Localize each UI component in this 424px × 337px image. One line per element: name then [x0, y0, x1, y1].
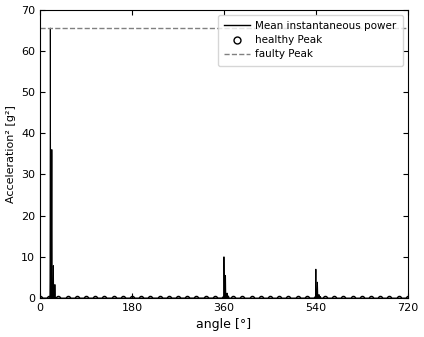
healthy Peak: [176, 296, 181, 300]
Mean instantaneous power: [107, 296, 112, 300]
healthy Peak: [139, 296, 144, 300]
Mean instantaneous power: [48, 26, 53, 30]
healthy Peak: [93, 296, 98, 300]
healthy Peak: [74, 296, 79, 300]
healthy Peak: [102, 296, 107, 300]
healthy Peak: [286, 296, 291, 300]
healthy Peak: [194, 296, 199, 300]
healthy Peak: [166, 296, 171, 300]
Mean instantaneous power: [405, 296, 410, 300]
healthy Peak: [129, 296, 134, 300]
healthy Peak: [38, 296, 43, 300]
healthy Peak: [350, 296, 355, 300]
healthy Peak: [231, 296, 236, 300]
healthy Peak: [313, 296, 318, 300]
healthy Peak: [268, 296, 273, 300]
healthy Peak: [65, 296, 70, 300]
healthy Peak: [203, 296, 208, 300]
X-axis label: angle [°]: angle [°]: [196, 318, 251, 332]
healthy Peak: [120, 296, 126, 300]
Mean instantaneous power: [194, 296, 199, 300]
healthy Peak: [332, 296, 337, 300]
Line: healthy Peak: healthy Peak: [38, 296, 410, 300]
healthy Peak: [84, 296, 89, 300]
healthy Peak: [240, 296, 245, 300]
healthy Peak: [184, 296, 190, 300]
healthy Peak: [148, 296, 153, 300]
healthy Peak: [341, 296, 346, 300]
Line: Mean instantaneous power: Mean instantaneous power: [40, 28, 408, 298]
healthy Peak: [323, 296, 328, 300]
Mean instantaneous power: [325, 296, 330, 300]
healthy Peak: [378, 296, 383, 300]
healthy Peak: [258, 296, 263, 300]
Y-axis label: Acceleration² [g²]: Acceleration² [g²]: [6, 105, 16, 203]
healthy Peak: [295, 296, 300, 300]
healthy Peak: [212, 296, 218, 300]
Mean instantaneous power: [183, 296, 188, 300]
healthy Peak: [56, 296, 61, 300]
healthy Peak: [276, 296, 282, 300]
Mean instantaneous power: [38, 296, 43, 300]
healthy Peak: [111, 296, 116, 300]
healthy Peak: [387, 296, 392, 300]
healthy Peak: [396, 296, 401, 300]
Legend: Mean instantaneous power, healthy Peak, faulty Peak: Mean instantaneous power, healthy Peak, …: [218, 15, 403, 66]
healthy Peak: [47, 296, 52, 300]
Mean instantaneous power: [224, 296, 229, 300]
healthy Peak: [359, 296, 364, 300]
Mean instantaneous power: [367, 296, 372, 300]
healthy Peak: [405, 296, 410, 300]
healthy Peak: [221, 296, 226, 300]
healthy Peak: [304, 296, 309, 300]
healthy Peak: [249, 296, 254, 300]
healthy Peak: [368, 296, 374, 300]
healthy Peak: [157, 296, 162, 300]
